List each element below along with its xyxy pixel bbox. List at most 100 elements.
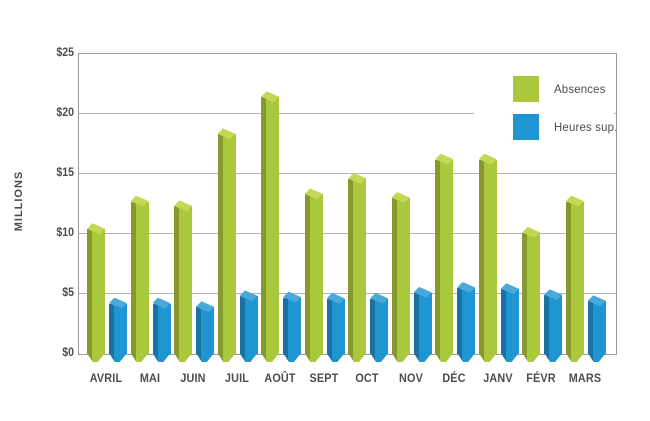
legend-label: Heures sup. <box>554 120 618 134</box>
bar-bottom-face <box>500 353 519 362</box>
x-tick-label-avril: AVRIL <box>89 371 123 385</box>
bar-group-févr <box>522 226 563 362</box>
bar-bottom-face <box>283 353 302 362</box>
bar-top-face <box>196 301 215 313</box>
bar-bottom-face <box>435 353 454 362</box>
bar-bottom-face <box>370 353 389 362</box>
bar-bottom-face <box>109 353 127 362</box>
bar-heures-sup-août <box>283 291 302 362</box>
bar-bottom-face <box>391 353 410 362</box>
y-tick-label: $25 <box>56 45 74 59</box>
bar-bottom-face <box>565 353 584 362</box>
bar-group-mars <box>565 195 606 362</box>
legend-label: Absences <box>554 82 606 96</box>
gridline-10 <box>79 233 616 234</box>
x-tick-label-mars: MARS <box>568 371 602 385</box>
plot-area: Absences Heures sup. <box>78 53 617 362</box>
bar-absences-nov <box>391 192 410 362</box>
bar-bottom-face <box>152 353 171 362</box>
bar-top-face <box>217 128 236 140</box>
bar-heures-sup-oct <box>370 292 389 362</box>
bar-bottom-face <box>87 353 105 362</box>
legend-swatch <box>513 76 539 102</box>
bar-bottom-face <box>196 353 215 362</box>
bar-heures-sup-sept <box>326 292 345 362</box>
bar-heures-sup-juin <box>196 301 215 362</box>
x-tick-label-oct: OCT <box>355 371 379 385</box>
y-tick-label: $10 <box>56 225 74 239</box>
legend: Absences Heures sup. <box>474 63 617 147</box>
bar-bottom-face <box>239 353 258 362</box>
y-tick-label: $20 <box>56 105 74 119</box>
bar-bottom-face <box>413 353 432 362</box>
bar-absences-août <box>261 91 280 362</box>
x-tick-label-juin: JUIN <box>180 371 206 385</box>
bar-bottom-face <box>587 353 606 362</box>
legend-item-absences: Absences <box>513 76 608 102</box>
x-tick-label-sept: SEPT <box>309 371 339 385</box>
y-axis-title: MILLIONS <box>13 170 25 232</box>
bar-top-face <box>174 200 193 212</box>
bar-absences-juil <box>217 128 236 362</box>
x-tick-label-déc: DÉC <box>442 371 466 385</box>
bar-heures-sup-déc <box>457 282 476 362</box>
bar-heures-sup-juil <box>239 290 258 362</box>
bar-heures-sup-mai <box>152 297 171 362</box>
bar-top-face <box>500 283 519 295</box>
bar-bottom-face <box>478 353 497 362</box>
x-axis: AVRIL MAI JUIN JUIL AOÛT SEPT OCT NOV DÉC JANV FÉV… <box>78 371 615 385</box>
bar-top-face <box>87 223 105 235</box>
bar-top-face <box>326 292 345 304</box>
y-tick-label: $0 <box>62 345 74 359</box>
bar-heures-sup-févr <box>544 289 563 362</box>
x-tick-label-mai: MAI <box>139 371 160 385</box>
bar-bottom-face <box>217 353 236 362</box>
bar-bottom-face <box>544 353 563 362</box>
bar-group-janv <box>478 153 519 362</box>
gridline-5 <box>79 293 616 294</box>
bar-group-mai <box>130 195 171 362</box>
y-tick-label: $5 <box>62 285 74 299</box>
bar-top-face <box>522 226 541 238</box>
legend-item-heures-sup: Heures sup. <box>513 114 621 140</box>
bar-top-face <box>239 290 258 302</box>
bar-top-face <box>261 91 280 103</box>
bar-bottom-face <box>261 353 280 362</box>
bar-top-face <box>109 297 127 309</box>
bar-top-face <box>130 195 149 207</box>
bar-bottom-face <box>304 353 323 362</box>
bar-heures-sup-avril <box>109 297 127 362</box>
bar-absences-févr <box>522 226 541 362</box>
bar-top-face <box>391 192 410 203</box>
bar-absences-avril <box>87 223 105 362</box>
bar-top-face <box>283 291 302 303</box>
bar-heures-sup-mars <box>587 295 606 362</box>
bar-top-face <box>478 153 497 165</box>
bar-top-face <box>304 188 323 200</box>
bar-bottom-face <box>174 353 193 362</box>
bar-group-oct <box>348 172 389 362</box>
bar-bottom-face <box>522 353 541 362</box>
bar-top-face <box>587 295 606 307</box>
bar-group-août <box>261 91 302 362</box>
bar-group-juil <box>217 128 258 362</box>
legend-swatch <box>513 114 539 140</box>
bar-group-sept <box>304 188 345 362</box>
y-axis: $0 $5 $10 $15 $20 $25 <box>30 45 74 359</box>
bar-top-face <box>370 292 389 304</box>
bar-absences-sept <box>304 188 323 362</box>
bar-group-juin <box>174 200 215 362</box>
bar-top-face <box>348 172 367 184</box>
bar-heures-sup-janv <box>500 283 519 362</box>
bar-absences-déc <box>435 153 454 362</box>
bar-group-avril <box>87 223 127 362</box>
bar-bottom-face <box>457 353 476 362</box>
bar-top-face <box>413 286 432 298</box>
gridline-15 <box>79 173 616 174</box>
x-tick-label-févr: FÉVR <box>526 371 557 385</box>
bar-absences-oct <box>348 172 367 362</box>
bar-absences-mai <box>130 195 149 362</box>
bar-top-face <box>565 195 584 207</box>
bar-bottom-face <box>326 353 345 362</box>
